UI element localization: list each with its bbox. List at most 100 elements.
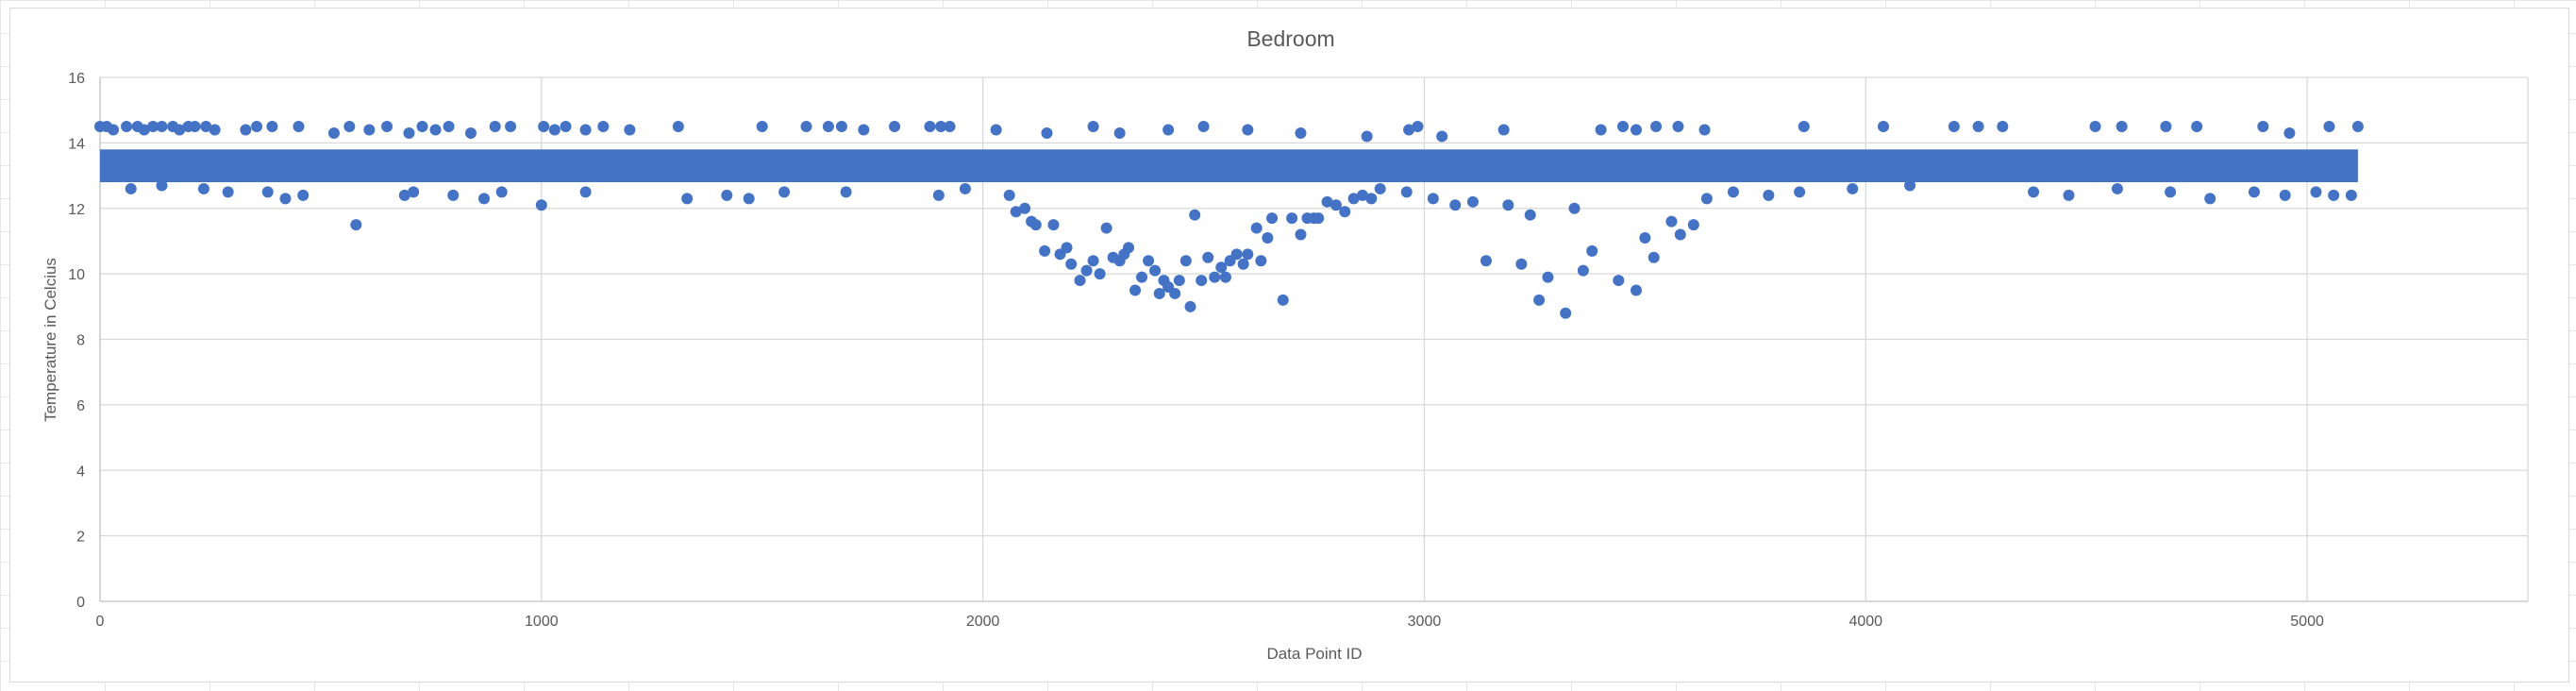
data-point: [935, 121, 947, 133]
data-point: [1339, 206, 1351, 218]
data-point: [111, 166, 124, 178]
data-point: [932, 189, 945, 201]
data-point: [1019, 202, 1031, 214]
data-point: [1374, 182, 1386, 194]
gridlines: [99, 76, 2529, 602]
data-point: [672, 121, 684, 133]
data-point: [464, 126, 477, 139]
data-point: [1113, 126, 1126, 139]
data-point: [2248, 186, 2260, 198]
data-point: [1262, 231, 1274, 244]
data-point: [2111, 182, 2123, 194]
data-point: [681, 193, 694, 205]
data-point: [156, 179, 168, 192]
data-point: [1466, 195, 1479, 208]
data-point: [495, 186, 508, 198]
data-point: [222, 186, 234, 198]
data-point: [1047, 219, 1060, 231]
data-point: [297, 189, 309, 201]
data-point: [990, 124, 1002, 136]
data-point: [197, 182, 209, 194]
data-point: [416, 121, 428, 133]
data-point: [1400, 186, 1413, 198]
data-point: [1904, 179, 1916, 192]
data-point: [1665, 215, 1678, 228]
data-point: [1672, 121, 1684, 133]
data-point: [1321, 195, 1333, 208]
data-point: [1586, 244, 1598, 257]
x-tick-label: 0: [96, 614, 105, 630]
data-point: [2279, 189, 2291, 201]
data-point: [489, 121, 501, 133]
data-point: [538, 121, 550, 133]
data-point: [1687, 219, 1699, 231]
data-point: [1197, 121, 1210, 133]
data-point: [1631, 284, 1643, 296]
data-point: [125, 182, 137, 194]
data-point: [1347, 193, 1360, 205]
data-point: [1648, 251, 1660, 263]
data-point: [147, 121, 159, 133]
data-point: [1798, 121, 1810, 133]
data-point: [2310, 186, 2322, 198]
x-tick-labels: 0 1000 2000 3000 4000 5000: [96, 614, 2324, 630]
y-tick-label: 16: [68, 71, 85, 87]
data-point: [350, 219, 362, 231]
data-point: [858, 124, 870, 136]
data-point: [1595, 124, 1607, 136]
data-point: [800, 121, 812, 133]
x-axis-title: Data Point ID: [1266, 645, 1362, 663]
data-point: [1230, 248, 1243, 261]
data-point: [1948, 121, 1960, 133]
data-point: [959, 182, 971, 194]
data-point: [1163, 124, 1175, 136]
data-point: [1542, 271, 1554, 283]
y-axis-title: Temperature in Celcius: [42, 258, 59, 422]
data-point: [156, 121, 168, 133]
data-point: [1143, 255, 1155, 267]
y-tick-labels: 0 2 4 6 8 10 12 14 16: [68, 71, 85, 611]
data-point: [174, 124, 186, 136]
data-point: [1877, 121, 1889, 133]
data-point: [1972, 121, 1984, 133]
x-tick-label: 5000: [2290, 614, 2324, 630]
data-point: [2204, 193, 2216, 205]
data-point: [1847, 182, 1859, 194]
data-point: [1136, 271, 1148, 283]
data-point: [2283, 126, 2296, 139]
data-point: [1515, 258, 1528, 270]
data-point: [1533, 294, 1546, 306]
data-points: [94, 121, 2364, 319]
data-point: [721, 189, 733, 201]
data-point: [189, 121, 201, 133]
chart-area[interactable]: 0 1000 2000 3000 4000 5000 0 2 4 6 8 10 12 14 16 Bedr…: [9, 8, 2569, 683]
data-point: [1330, 199, 1342, 211]
data-point: [403, 126, 415, 139]
data-point: [889, 121, 901, 133]
x-tick-label: 1000: [525, 614, 559, 630]
data-point: [2063, 189, 2075, 201]
data-point: [1639, 231, 1651, 244]
data-point: [1295, 126, 1307, 139]
data-point: [381, 121, 393, 133]
data-point: [2160, 121, 2172, 133]
data-point: [2351, 121, 2364, 133]
data-point: [756, 121, 768, 133]
data-point: [624, 124, 636, 136]
data-point: [408, 186, 420, 198]
data-point: [1313, 212, 1325, 225]
data-point: [1080, 264, 1093, 277]
y-tick-label: 12: [68, 202, 85, 218]
data-point: [1568, 202, 1581, 214]
data-point: [1255, 255, 1267, 267]
data-point: [240, 124, 252, 136]
data-point: [266, 121, 278, 133]
data-point: [1029, 219, 1042, 231]
data-point: [1560, 307, 1572, 319]
data-point: [560, 121, 572, 133]
data-point: [2328, 189, 2340, 201]
x-tick-label: 4000: [1848, 614, 1882, 630]
data-point: [1242, 124, 1254, 136]
data-point: [293, 121, 305, 133]
data-point: [2089, 121, 2101, 133]
